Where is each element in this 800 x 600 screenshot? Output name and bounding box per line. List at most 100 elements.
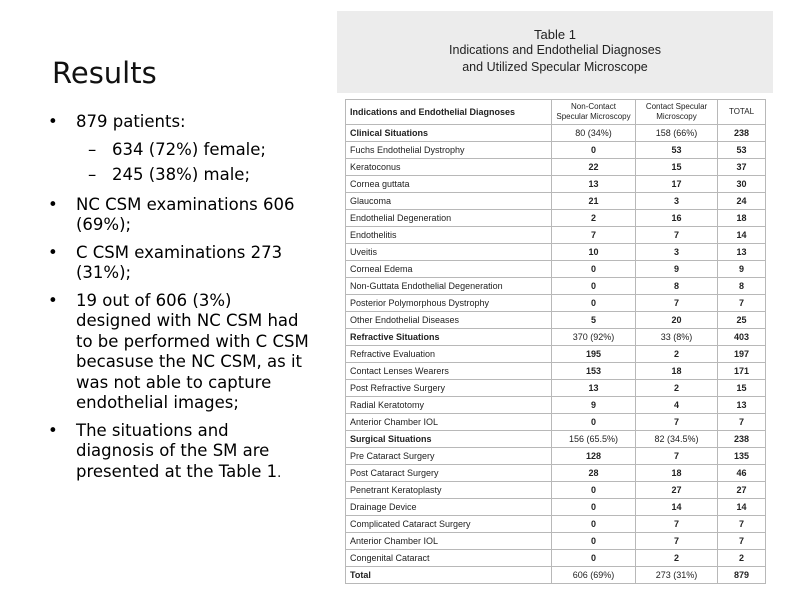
table-total-row: Total 606 (69%) 273 (31%) 879 [345,566,766,584]
contact-cell: 158 (66%) [635,124,718,142]
bullet-text: 879 patients: [76,112,186,131]
contact-cell: 273 (31%) [635,566,718,584]
total-cell: 37 [717,158,766,176]
table-row: Fuchs Endothelial Dystrophy 0 53 53 [345,141,766,159]
bullet-conversion: • 19 out of 606 (3%) designed with NC CS… [48,291,310,414]
non-contact-cell: 0 [551,481,636,499]
non-contact-cell: 0 [551,260,636,278]
bullet-patients: • 879 patients: [48,112,310,133]
table-row: Uveitis 10 3 13 [345,243,766,261]
total-cell: 238 [717,430,766,448]
row-label: Refractive Evaluation [345,345,552,363]
table-section-row: Clinical Situations 80 (34%) 158 (66%) 238 [345,124,766,142]
bullet-icon: • [48,194,58,214]
bullet-text: NC CSM examinations 606 (69%); [76,194,295,235]
contact-cell: 33 (8%) [635,328,718,346]
non-contact-cell: 80 (34%) [551,124,636,142]
non-contact-cell: 5 [551,311,636,329]
contact-cell: 2 [635,379,718,397]
non-contact-cell: 9 [551,396,636,414]
contact-cell: 17 [635,175,718,193]
table-row: Penetrant Keratoplasty 0 27 27 [345,481,766,499]
sub-bullet-female: – 634 (72%) female; [48,140,310,161]
contact-cell: 2 [635,345,718,363]
non-contact-cell: 153 [551,362,636,380]
bullet-nc-csm: • NC CSM examinations 606 (69%); [48,195,310,236]
bullet-icon: • [48,290,58,310]
non-contact-cell: 606 (69%) [551,566,636,584]
non-contact-cell: 10 [551,243,636,261]
dash-icon: – [88,165,97,184]
total-cell: 7 [717,294,766,312]
table-wrap: Indications and Endothelial Diagnoses No… [345,99,767,584]
dash-icon: – [88,139,97,159]
table-row: Drainage Device 0 14 14 [345,498,766,516]
total-cell: 30 [717,175,766,193]
bullet-icon: • [48,242,58,262]
table-row: Contact Lenses Wearers 153 18 171 [345,362,766,380]
total-cell: 7 [717,532,766,550]
bullet-text: The situations and diagnosis of the SM a… [76,420,278,481]
row-label: Total [345,566,552,584]
table-row: Pre Cataract Surgery 128 7 135 [345,447,766,465]
total-cell: 27 [717,481,766,499]
contact-cell: 7 [635,226,718,244]
column-header: Indications and Endothelial Diagnoses [345,99,552,125]
column-header: Non-Contact Specular Microscopy [551,99,636,125]
total-cell: 53 [717,141,766,159]
sub-bullet-text: 245 (38%) male; [112,165,251,184]
row-label: Drainage Device [345,498,552,516]
non-contact-cell: 0 [551,515,636,533]
total-cell: 238 [717,124,766,142]
contact-cell: 7 [635,515,718,533]
column-header: TOTAL [717,99,766,125]
contact-cell: 20 [635,311,718,329]
table-row: Anterior Chamber IOL 0 7 7 [345,532,766,550]
row-label: Posterior Polymorphous Dystrophy [345,294,552,312]
table-panel: Table 1 Indications and Endothelial Diag… [337,11,773,594]
non-contact-cell: 0 [551,277,636,295]
total-cell: 15 [717,379,766,397]
table-row: Non-Guttata Endothelial Degeneration 0 8 8 [345,277,766,295]
table-row: Refractive Evaluation 195 2 197 [345,345,766,363]
table-section-row: Surgical Situations 156 (65.5%) 82 (34.5%)… [345,430,766,448]
contact-cell: 18 [635,362,718,380]
bullet-list: • 879 patients: – 634 (72%) female; – 24… [48,112,310,491]
row-label: Keratoconus [345,158,552,176]
table-number: Table 1 [534,27,576,42]
table-row: Anterior Chamber IOL 0 7 7 [345,413,766,431]
column-header: Contact Specular Microscopy [635,99,718,125]
total-cell: 403 [717,328,766,346]
contact-cell: 7 [635,532,718,550]
bullet-icon: • [48,420,58,440]
non-contact-cell: 7 [551,226,636,244]
table-header-row: Indications and Endothelial Diagnoses No… [345,99,766,125]
contact-cell: 3 [635,192,718,210]
table-row: Glaucoma 21 3 24 [345,192,766,210]
row-label: Post Refractive Surgery [345,379,552,397]
total-cell: 46 [717,464,766,482]
contact-cell: 18 [635,464,718,482]
total-cell: 18 [717,209,766,227]
row-label: Contact Lenses Wearers [345,362,552,380]
table-row: Endothelial Degeneration 2 16 18 [345,209,766,227]
slide-title: Results [52,56,157,90]
row-label: Cornea guttata [345,175,552,193]
contact-cell: 7 [635,294,718,312]
bullet-table-reference: • The situations and diagnosis of the SM… [48,421,310,485]
row-label: Refractive Situations [345,328,552,346]
row-label: Clinical Situations [345,124,552,142]
non-contact-cell: 13 [551,379,636,397]
row-label: Anterior Chamber IOL [345,532,552,550]
row-label: Glaucoma [345,192,552,210]
bullet-text: 19 out of 606 (3%) designed with NC CSM … [76,290,309,413]
bullet-text-period: . [277,465,282,481]
total-cell: 13 [717,243,766,261]
row-label: Complicated Cataract Surgery [345,515,552,533]
contact-cell: 14 [635,498,718,516]
row-label: Non-Guttata Endothelial Degeneration [345,277,552,295]
total-cell: 14 [717,498,766,516]
table-row: Congenital Cataract 0 2 2 [345,549,766,567]
total-cell: 24 [717,192,766,210]
sub-bullet-male: – 245 (38%) male; [48,165,310,186]
